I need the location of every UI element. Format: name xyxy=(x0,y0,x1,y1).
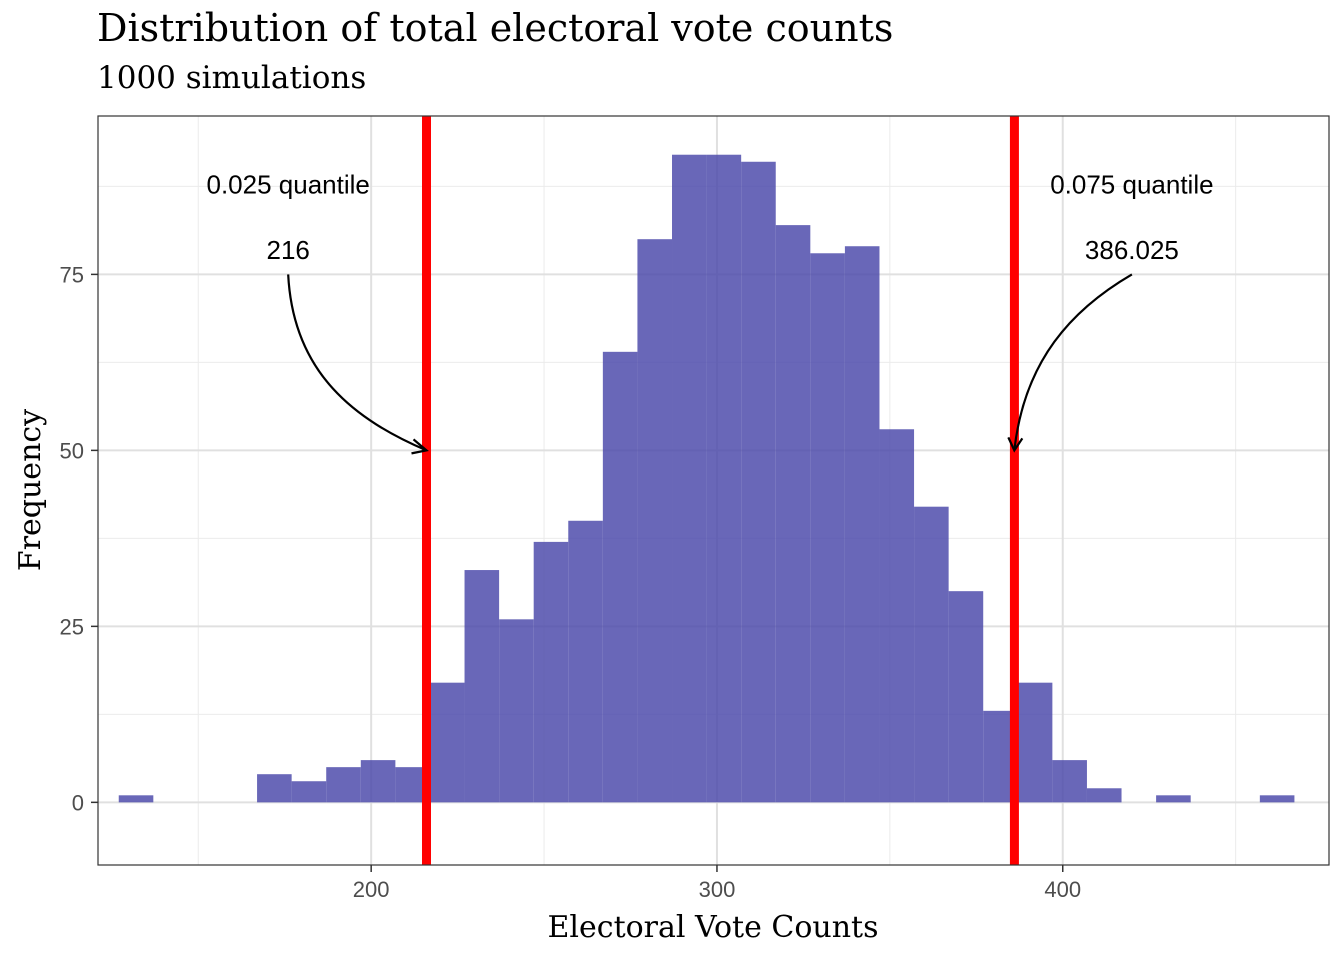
histogram-bar xyxy=(568,520,603,803)
histogram-bar xyxy=(706,154,742,803)
annotation-arrowhead xyxy=(1007,436,1024,453)
plot-border xyxy=(97,115,1330,866)
histogram-bar xyxy=(948,591,984,803)
histogram-bar xyxy=(360,760,396,803)
histogram-bar xyxy=(672,154,707,803)
histogram-bar xyxy=(810,253,845,803)
annotation-label: 0.075 quantile xyxy=(1050,169,1213,199)
histogram-bar xyxy=(429,682,465,803)
histogram-bar xyxy=(1017,682,1053,803)
histogram-bar xyxy=(499,619,534,803)
y-tick-label: 0 xyxy=(72,790,84,815)
histogram-bar xyxy=(118,795,154,803)
histogram-bar xyxy=(914,506,949,803)
annotations: 0.025 quantile 216 0.075 quantile 386.025 xyxy=(206,169,1214,455)
annotation-arrowhead xyxy=(411,438,429,455)
annotation-arrow xyxy=(287,274,427,452)
histogram-bar xyxy=(602,351,638,803)
y-tick-label: 50 xyxy=(60,438,84,463)
chart-subtitle: 1000 simulations xyxy=(97,60,367,96)
y-tick-label: 25 xyxy=(60,614,84,639)
histogram-bar xyxy=(533,541,569,803)
annotation-value: 386.025 xyxy=(1085,235,1179,265)
histogram-bar xyxy=(1052,760,1087,803)
histogram-bar xyxy=(1086,788,1122,803)
chart-title: Distribution of total electoral vote cou… xyxy=(97,6,894,50)
histogram-bar xyxy=(464,570,500,803)
histogram-bar xyxy=(637,239,673,803)
annotation-label: 0.025 quantile xyxy=(206,169,369,199)
x-tick-label: 200 xyxy=(353,877,390,902)
histogram-bar xyxy=(291,781,327,803)
histogram-bar xyxy=(741,161,776,803)
quantile-lines xyxy=(421,116,1019,865)
histogram-bar xyxy=(257,774,292,803)
x-axis-title: Electoral Vote Counts xyxy=(548,910,879,945)
y-axis-title: Frequency xyxy=(13,409,48,571)
annotation-arrow xyxy=(1013,273,1133,451)
histogram-bar xyxy=(1259,795,1295,803)
annotation-value: 216 xyxy=(266,235,309,265)
histogram-bar xyxy=(775,225,811,803)
bars xyxy=(118,154,1295,803)
x-tick-label: 300 xyxy=(699,877,736,902)
y-tick-label: 75 xyxy=(60,262,84,287)
axes: 200 300 400 0 25 50 75 xyxy=(60,262,1082,902)
histogram-bar xyxy=(879,429,915,803)
histogram-bar xyxy=(326,767,361,803)
histogram-bar xyxy=(844,246,880,803)
histogram-bar xyxy=(1156,795,1191,803)
x-tick-label: 400 xyxy=(1044,877,1081,902)
